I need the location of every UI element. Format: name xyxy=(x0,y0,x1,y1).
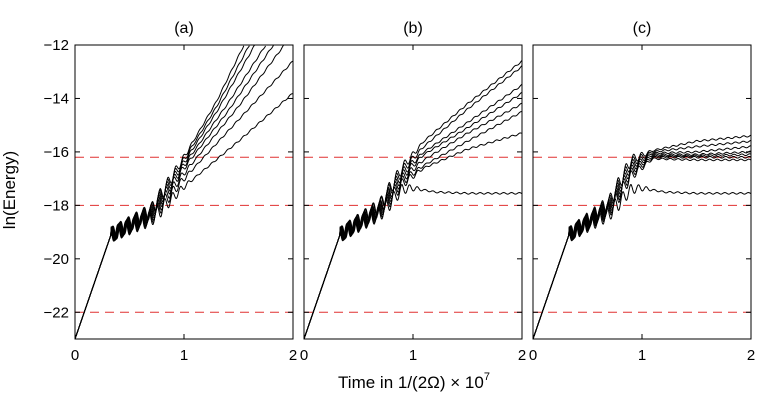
series-group xyxy=(75,45,293,339)
panel-frame xyxy=(532,44,752,340)
series-line-c8 xyxy=(304,184,522,339)
y-tick-label: −18 xyxy=(44,197,69,214)
series-group xyxy=(533,134,751,339)
series-line-c6 xyxy=(533,155,751,339)
y-tick-label: −14 xyxy=(44,90,69,107)
panel-2: 0 1 2 (b) xyxy=(300,20,526,364)
series-line-c7 xyxy=(75,60,293,339)
x-tick-label: 0 xyxy=(529,347,537,364)
x-axis-label-exponent: 7 xyxy=(484,371,490,383)
x-tick-label: 1 xyxy=(409,347,417,364)
x-axis-label: Time in 1/(2Ω) × 107 xyxy=(338,371,490,392)
panel-1: 0 1 2 −22 −20 −18 −16 −14 −12 (a) xyxy=(44,20,298,364)
x-tick-label: 1 xyxy=(180,347,188,364)
series-line-c4 xyxy=(304,92,522,339)
panel-title: (a) xyxy=(174,20,194,37)
x-tick-label: 0 xyxy=(300,347,308,364)
series-line-c5 xyxy=(75,45,274,339)
series-line-c5 xyxy=(533,153,751,339)
x-tick-label: 2 xyxy=(289,347,297,364)
y-tick-label: −16 xyxy=(44,144,69,161)
x-tick-label: 2 xyxy=(747,347,755,364)
y-tick-label: −20 xyxy=(44,251,69,268)
series-line-c3 xyxy=(533,145,751,339)
panel-title: (b) xyxy=(403,20,423,37)
series-line-c7 xyxy=(304,132,522,339)
panel-title: (c) xyxy=(633,20,652,37)
series-line-c5 xyxy=(304,102,522,339)
x-tick-label: 2 xyxy=(518,347,526,364)
panel-frame xyxy=(74,44,294,340)
series-line-c1 xyxy=(533,134,751,339)
series-line-c2 xyxy=(533,139,751,339)
x-tick-label: 0 xyxy=(71,347,79,364)
panel-3: 0 1 2 (c) xyxy=(529,20,755,364)
x-axis-label-text: Time in 1/(2Ω) × 10 xyxy=(338,373,484,392)
y-tick-label: −12 xyxy=(44,37,69,54)
series-line-c7 xyxy=(533,157,751,339)
panel-frame xyxy=(303,44,523,340)
series-line-c1 xyxy=(304,59,522,339)
series-line-c6 xyxy=(304,111,522,339)
series-line-c8 xyxy=(75,93,293,339)
series-line-c3 xyxy=(304,83,522,339)
y-tick-label: −22 xyxy=(44,304,69,321)
x-tick-label: 1 xyxy=(638,347,646,364)
series-line-c8 xyxy=(533,184,751,339)
y-axis-label: ln(Energy) xyxy=(0,151,19,229)
series-line-c6 xyxy=(75,45,285,339)
series-group xyxy=(304,59,522,339)
panels: 0 1 2 −22 −20 −18 −16 −14 −12 (a) 0 1 2 (b) 0 1 2 (c) xyxy=(44,20,756,364)
